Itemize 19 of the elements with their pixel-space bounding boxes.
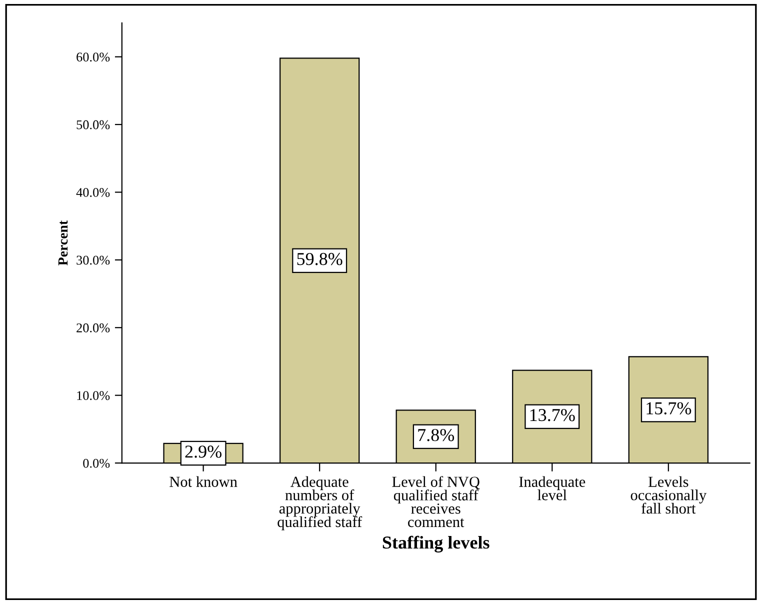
y-tick-label: 10.0% (77, 391, 110, 400)
data-label: 2.9% (185, 446, 222, 458)
data-label: 13.7% (530, 408, 575, 422)
data-label: 15.7% (646, 402, 692, 414)
y-axis-title: Percent (58, 220, 68, 266)
y-tick-label: 50.0% (76, 120, 110, 130)
x-axis-title: Staffing levels (382, 536, 490, 552)
x-tick-label: Level of NVQ qualified staff receives comment (392, 476, 480, 528)
y-tick-label: 30.0% (76, 256, 110, 265)
y-tick-label: 0.0% (83, 458, 110, 468)
x-tick-label: Inadequate level (519, 476, 586, 500)
data-label: 7.8% (418, 428, 454, 442)
x-tick-label: Levels occasionally fall short (630, 476, 707, 514)
y-tick-label: 20.0% (76, 323, 110, 332)
y-tick-label: 40.0% (76, 188, 110, 197)
data-label: 59.8% (297, 252, 342, 266)
x-tick-label: Not known (170, 476, 238, 487)
y-tick-label: 60.0% (76, 52, 110, 62)
x-tick-label: Adequate numbers of appropriately qualified staff (278, 476, 362, 530)
